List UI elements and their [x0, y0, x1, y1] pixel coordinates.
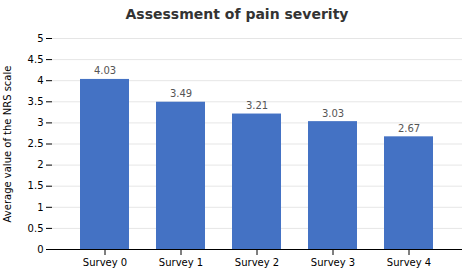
svg-text:2.5: 2.5: [28, 138, 44, 149]
svg-text:Survey 3: Survey 3: [311, 257, 355, 268]
svg-text:3.03: 3.03: [322, 108, 344, 119]
svg-text:3.5: 3.5: [28, 96, 44, 107]
svg-text:2: 2: [37, 159, 43, 170]
svg-text:3.49: 3.49: [170, 88, 192, 99]
svg-text:Survey 0: Survey 0: [83, 257, 127, 268]
svg-text:4.5: 4.5: [28, 54, 44, 65]
svg-text:1: 1: [37, 202, 43, 213]
svg-text:4.03: 4.03: [94, 65, 116, 76]
svg-text:Survey 2: Survey 2: [235, 257, 279, 268]
svg-text:0.5: 0.5: [28, 223, 44, 234]
svg-text:0: 0: [37, 244, 43, 255]
svg-text:Average value of the NRS scale: Average value of the NRS scale: [2, 66, 13, 223]
svg-text:5: 5: [37, 33, 43, 44]
svg-text:2.67: 2.67: [398, 123, 420, 134]
svg-text:4: 4: [37, 75, 43, 86]
svg-text:Survey 1: Survey 1: [159, 257, 203, 268]
svg-text:1.5: 1.5: [28, 180, 44, 191]
svg-text:Survey 4: Survey 4: [387, 257, 431, 268]
svg-text:3: 3: [37, 117, 43, 128]
svg-text:3.21: 3.21: [246, 100, 268, 111]
html-text:Assessment of pain severity: Assessment of pain severity: [125, 6, 349, 22]
